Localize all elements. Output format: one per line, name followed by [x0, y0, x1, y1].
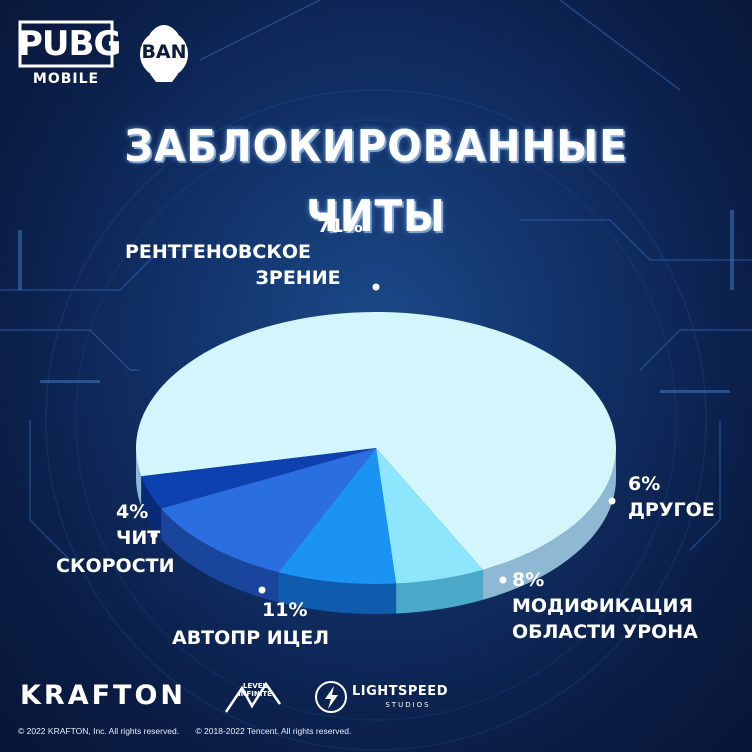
- slice-percent-label: 4%: [116, 501, 148, 523]
- slice-percent-label: 6%: [628, 473, 660, 495]
- lightspeed-text: LIGHTSPEED: [352, 684, 448, 699]
- label-dot: [258, 586, 266, 594]
- slice-category-label: МОДИФИКАЦИЯ: [512, 595, 693, 617]
- pie-slice: [278, 448, 397, 584]
- pie-slice-side: [141, 476, 162, 539]
- copyright-line: © 2022 KRAFTON, Inc. All rights reserved…: [18, 724, 718, 738]
- slice-category-label: АВТОПР ИЦЕЛ: [172, 627, 329, 649]
- copyright-tencent: © 2018-2022 Tencent. All rights reserved…: [195, 726, 352, 736]
- pie-slice-side: [396, 569, 483, 614]
- level-infinite-text: LEVEL INFINITE: [238, 682, 272, 698]
- lightning-icon: [315, 681, 347, 713]
- label-dot: [150, 531, 158, 539]
- pie-slice-side: [161, 508, 279, 603]
- studios-text: STUDIOS: [385, 701, 431, 709]
- pie-slice: [161, 448, 376, 573]
- ban-label: BAN: [141, 41, 187, 63]
- slice-category-label: РЕНТГЕНОВСКОЕ: [125, 241, 311, 263]
- slice-percent-label: 8%: [512, 569, 544, 591]
- pie-slice: [376, 448, 483, 584]
- pie-slice: [136, 312, 616, 570]
- slice-category-label: СКОРОСТИ: [56, 555, 175, 577]
- slice-percent-label: 11%: [262, 599, 307, 621]
- pubg-logo-frame: [18, 20, 114, 68]
- slice-category-label: ЧИТ: [116, 527, 160, 549]
- kettlebell-icon: [140, 25, 188, 82]
- lightspeed-studios-logo: LIGHTSPEED STUDIOS: [314, 680, 464, 714]
- label-dot: [499, 576, 507, 584]
- level-infinite-icon: [224, 681, 282, 713]
- pubg-mobile-logo: PUBG MOBILE: [18, 20, 121, 90]
- ban-badge: BAN: [132, 22, 196, 86]
- pie-slice-side: [482, 448, 616, 600]
- mobile-wordmark: MOBILE: [32, 71, 100, 87]
- pie-slice-side: [278, 572, 397, 614]
- pubg-wordmark: PUBG: [18, 24, 121, 64]
- slice-percent-label: 71%: [317, 215, 362, 237]
- pie-slice: [141, 448, 376, 509]
- copyright-krafton: © 2022 KRAFTON, Inc. All rights reserved…: [18, 726, 180, 736]
- label-dot: [608, 497, 616, 505]
- krafton-logo: KRAFTON: [20, 680, 187, 711]
- slice-category-label: ДРУГОЕ: [628, 499, 715, 521]
- slice-category-label: ЗРЕНИЕ: [255, 267, 340, 289]
- level-infinite-logo: LEVEL INFINITE: [222, 676, 286, 716]
- slice-category-label: ОБЛАСТИ УРОНА: [512, 621, 698, 643]
- pie-slice-side: [136, 448, 142, 507]
- label-dot: [372, 283, 380, 291]
- page-title: ЗАБЛОКИРОВАННЫЕ ЧИТЫ: [124, 121, 628, 242]
